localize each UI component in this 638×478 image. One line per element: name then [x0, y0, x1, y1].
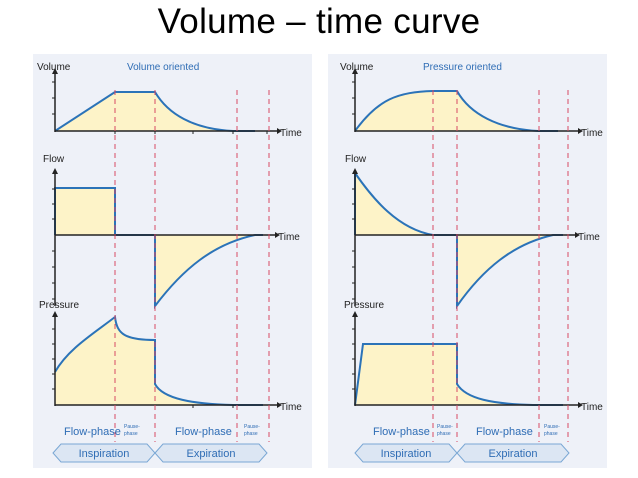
inspiratory-flow-fill: [55, 188, 115, 235]
time-axis-label-volume: Time: [280, 128, 302, 139]
volume-curve-fill: [355, 91, 538, 131]
pressure-axis-label: Pressure: [344, 300, 384, 311]
time-axis-label-pressure: Time: [581, 402, 603, 413]
inspiratory-flow-fill: [355, 173, 433, 235]
flow-axis-label: Flow: [345, 154, 367, 165]
pause-phase-label-exp-2: phase: [244, 431, 258, 437]
expiratory-flow-fill: [457, 235, 553, 306]
volume-y-arrow: [352, 68, 358, 74]
flow-graph: [52, 168, 280, 309]
pause-phase-label-exp-1: Pause-: [544, 424, 560, 430]
pressure-y-arrow: [352, 311, 358, 317]
pause-phase-label-insp-2: phase: [124, 431, 138, 437]
flow-x-arrow: [575, 232, 580, 238]
volume-graph: [52, 68, 282, 134]
volume-axis-label: Volume: [340, 62, 374, 73]
flow-ticks: [52, 188, 55, 300]
volume-oriented-panel: Volume Volume oriented Flow Pressure Tim…: [33, 54, 312, 468]
pressure-ticks: [352, 328, 355, 390]
pressure-oriented-diagram: Volume Pressure oriented Flow Pressure T…: [340, 62, 603, 463]
panel-subtitle: Pressure oriented: [423, 62, 502, 73]
page-title: Volume – time curve: [157, 2, 481, 41]
flow-phase-label-insp: Flow-phase: [64, 426, 121, 438]
time-axis-label-flow: Time: [278, 232, 300, 243]
time-axis-label-flow: Time: [578, 232, 600, 243]
pause-phase-label-insp-1: Pause-: [437, 424, 453, 430]
flow-x-arrow: [275, 232, 280, 238]
pressure-curve-fill: [355, 344, 533, 405]
flow-phase-label-insp: Flow-phase: [373, 426, 430, 438]
volume-y-arrow: [52, 68, 58, 74]
flow-axis-label: Flow: [43, 154, 65, 165]
volume-x-arrow: [277, 128, 282, 134]
phase-separators: [432, 90, 569, 442]
pressure-graph: [52, 311, 282, 408]
volume-graph: [352, 68, 583, 134]
volume-ticks: [52, 81, 268, 134]
pressure-graph: [352, 311, 583, 408]
panel-subtitle: Volume oriented: [127, 62, 199, 73]
inspiration-label: Inspiration: [381, 448, 432, 460]
expiration-label: Expiration: [187, 448, 236, 460]
flow-y-arrow: [352, 168, 358, 174]
volume-x-arrow: [578, 128, 583, 134]
pressure-y-arrow: [52, 311, 58, 317]
pause-phase-label-exp-1: Pause-: [244, 424, 260, 430]
pause-phase-label-insp-2: phase: [437, 431, 451, 437]
pause-phase-label-insp-1: Pause-: [124, 424, 140, 430]
expiration-bar: [154, 443, 268, 463]
flow-ticks: [352, 188, 355, 300]
expiratory-flow-fill: [155, 235, 255, 306]
flow-phase-label-exp: Flow-phase: [175, 426, 232, 438]
volume-axis-label: Volume: [37, 62, 71, 73]
volume-oriented-diagram: Volume Volume oriented Flow Pressure Tim…: [37, 62, 302, 463]
expiration-bar: [456, 443, 570, 463]
flow-y-arrow: [52, 168, 58, 174]
phase-separators: [114, 90, 270, 442]
pressure-axis-label: Pressure: [39, 300, 79, 311]
time-axis-label-pressure: Time: [280, 402, 302, 413]
volume-curve-fill: [55, 92, 233, 131]
pressure-oriented-panel: Volume Pressure oriented Flow Pressure T…: [328, 54, 607, 468]
inspiration-label: Inspiration: [79, 448, 130, 460]
expiration-label: Expiration: [489, 448, 538, 460]
pressure-curve-fill: [55, 317, 233, 405]
time-axis-label-volume: Time: [581, 128, 603, 139]
pressure-x-arrow: [277, 402, 282, 408]
pressure-curve: [54, 315, 263, 406]
flow-phase-label-exp: Flow-phase: [476, 426, 533, 438]
volume-ticks: [352, 81, 355, 115]
pause-phase-label-exp-2: phase: [544, 431, 558, 437]
pressure-x-arrow: [578, 402, 583, 408]
flow-graph: [352, 168, 580, 310]
